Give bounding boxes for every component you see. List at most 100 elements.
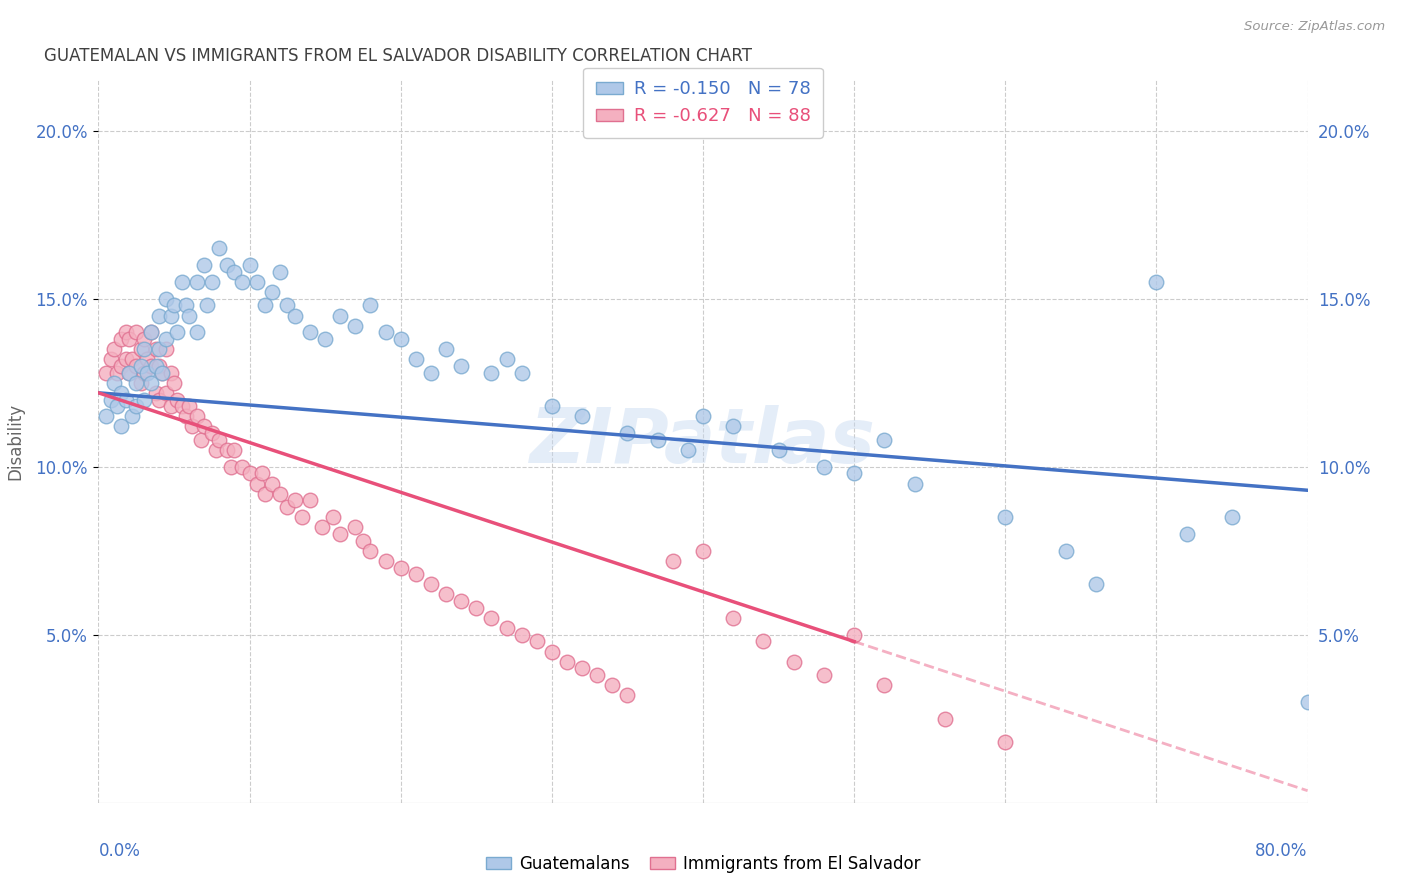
Point bbox=[148, 342, 170, 356]
Point bbox=[291, 510, 314, 524]
Point bbox=[481, 611, 503, 625]
Point bbox=[193, 419, 215, 434]
Point bbox=[186, 275, 208, 289]
Point bbox=[873, 433, 896, 447]
Point bbox=[155, 385, 177, 400]
Point bbox=[344, 520, 367, 534]
Point bbox=[723, 611, 745, 625]
Point bbox=[155, 342, 177, 356]
Point bbox=[125, 376, 148, 390]
Point bbox=[215, 258, 238, 272]
Point bbox=[186, 409, 208, 424]
Point bbox=[132, 332, 155, 346]
Point bbox=[150, 366, 173, 380]
Point bbox=[510, 628, 533, 642]
Point bbox=[253, 486, 276, 500]
Point bbox=[262, 285, 284, 299]
Point bbox=[103, 342, 125, 356]
Point bbox=[616, 426, 638, 441]
Point bbox=[94, 366, 117, 380]
Point bbox=[170, 399, 193, 413]
Point bbox=[179, 399, 201, 413]
Point bbox=[221, 459, 243, 474]
Point bbox=[141, 376, 163, 390]
Point bbox=[163, 298, 186, 312]
Text: 80.0%: 80.0% bbox=[1256, 842, 1308, 860]
Point bbox=[145, 385, 167, 400]
Point bbox=[105, 399, 128, 413]
Point bbox=[768, 442, 790, 457]
Point bbox=[661, 554, 683, 568]
Point bbox=[813, 668, 835, 682]
Point bbox=[873, 678, 896, 692]
Point bbox=[105, 366, 128, 380]
Point bbox=[510, 366, 533, 380]
Point bbox=[783, 655, 806, 669]
Point bbox=[934, 712, 956, 726]
Point bbox=[352, 533, 374, 548]
Point bbox=[389, 332, 412, 346]
Point bbox=[1054, 543, 1077, 558]
Point bbox=[125, 359, 148, 373]
Point bbox=[160, 309, 183, 323]
Point bbox=[299, 326, 322, 340]
Point bbox=[145, 359, 167, 373]
Point bbox=[201, 275, 224, 289]
Point bbox=[155, 332, 177, 346]
Point bbox=[125, 399, 148, 413]
Point bbox=[155, 292, 177, 306]
Point bbox=[190, 433, 212, 447]
Point bbox=[269, 486, 291, 500]
Point bbox=[163, 376, 186, 390]
Point bbox=[322, 510, 344, 524]
Point bbox=[239, 258, 262, 272]
Point bbox=[132, 392, 155, 407]
Point bbox=[676, 442, 699, 457]
Point bbox=[420, 366, 443, 380]
Point bbox=[114, 326, 136, 340]
Point bbox=[299, 493, 322, 508]
Point bbox=[121, 409, 143, 424]
Point bbox=[262, 476, 284, 491]
Point bbox=[329, 309, 352, 323]
Point bbox=[100, 352, 122, 367]
Point bbox=[450, 359, 472, 373]
Point bbox=[314, 332, 336, 346]
Point bbox=[374, 554, 396, 568]
Point bbox=[360, 298, 382, 312]
Point bbox=[389, 560, 412, 574]
Point bbox=[405, 567, 427, 582]
Point bbox=[465, 600, 488, 615]
Text: Source: ZipAtlas.com: Source: ZipAtlas.com bbox=[1244, 20, 1385, 33]
Point bbox=[148, 392, 170, 407]
Point bbox=[160, 366, 183, 380]
Point bbox=[434, 342, 457, 356]
Point bbox=[135, 352, 157, 367]
Point bbox=[1144, 275, 1167, 289]
Point bbox=[166, 392, 188, 407]
Point bbox=[1085, 577, 1108, 591]
Point bbox=[110, 385, 132, 400]
Point bbox=[148, 359, 170, 373]
Point bbox=[129, 359, 152, 373]
Point bbox=[224, 265, 246, 279]
Point bbox=[250, 467, 273, 481]
Legend: R = -0.150   N = 78, R = -0.627   N = 88: R = -0.150 N = 78, R = -0.627 N = 88 bbox=[583, 68, 823, 138]
Point bbox=[231, 275, 253, 289]
Point bbox=[186, 326, 208, 340]
Point bbox=[844, 467, 866, 481]
Point bbox=[571, 661, 593, 675]
Point bbox=[276, 500, 298, 514]
Point bbox=[495, 621, 517, 635]
Point bbox=[994, 510, 1017, 524]
Point bbox=[904, 476, 927, 491]
Point bbox=[616, 688, 638, 702]
Point bbox=[141, 359, 163, 373]
Point bbox=[246, 275, 269, 289]
Point bbox=[141, 326, 163, 340]
Point bbox=[125, 326, 148, 340]
Point bbox=[253, 298, 276, 312]
Point bbox=[224, 442, 246, 457]
Point bbox=[103, 376, 125, 390]
Point bbox=[195, 298, 218, 312]
